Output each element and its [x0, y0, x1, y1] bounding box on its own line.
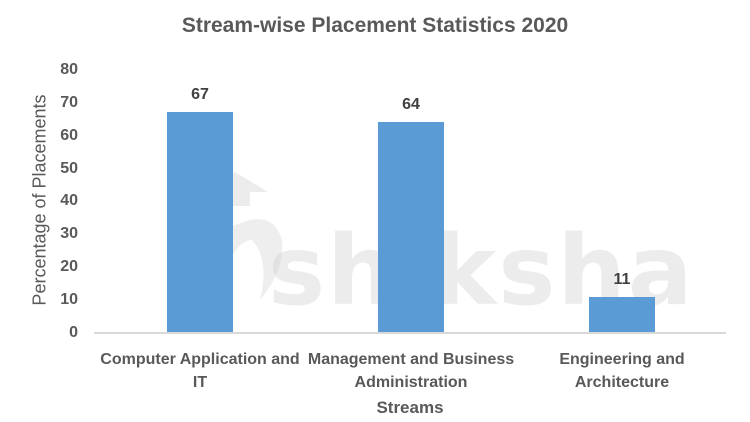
x-axis-label: Streams [376, 398, 444, 417]
x-tick-label: Computer Application and IT [95, 348, 305, 394]
y-tick: 20 [60, 258, 78, 275]
x-tick-line: Administration [354, 374, 468, 391]
x-tick-label: Management and Business Administration [306, 348, 516, 394]
data-label: 67 [191, 86, 209, 103]
x-tick-line: Computer Application and [100, 351, 300, 368]
y-tick: 0 [69, 324, 78, 341]
x-tick-line: Architecture [574, 374, 670, 391]
bar-management-business-admin [378, 122, 444, 333]
y-tick: 60 [60, 127, 78, 144]
data-label: 11 [613, 271, 631, 288]
x-tick-line: IT [192, 374, 208, 391]
y-tick: 40 [60, 192, 78, 209]
data-label: 64 [402, 96, 420, 113]
y-tick: 50 [60, 160, 78, 177]
y-tick: 10 [60, 291, 78, 308]
x-tick-line: Management and Business [307, 351, 515, 368]
chart-title: Stream-wise Placement Statistics 2020 [181, 14, 569, 37]
y-tick: 30 [60, 225, 78, 242]
x-tick-line: Engineering and [559, 351, 685, 368]
x-axis-line [94, 332, 726, 334]
y-tick: 70 [60, 94, 78, 111]
x-tick-label: Engineering and Architecture [517, 348, 727, 394]
bar-engineering-architecture [589, 297, 655, 333]
y-tick: 80 [60, 61, 78, 78]
bar-computer-application-it [167, 112, 233, 333]
